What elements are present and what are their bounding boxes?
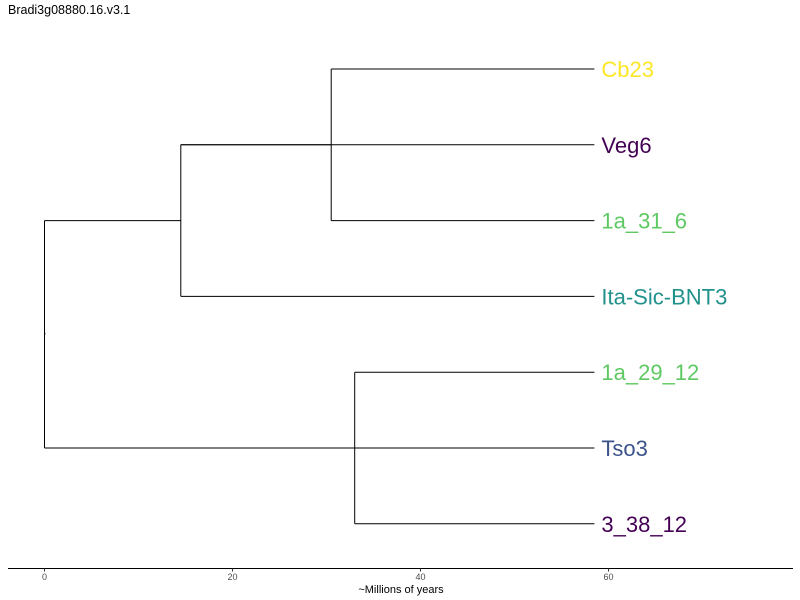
tip-label-1a_31_6: 1a_31_6 [601, 209, 687, 234]
tip-label-Veg6: Veg6 [601, 133, 651, 158]
tip-label-Ita-Sic-BNT3: Ita-Sic-BNT3 [601, 284, 727, 309]
tip-label-Tso3: Tso3 [601, 436, 647, 461]
tip-label-1a_29_12: 1a_29_12 [601, 360, 699, 385]
tree-title: Bradi3g08880.16.v3.1 [8, 3, 131, 17]
tree-branches [44, 68, 595, 525]
axis-tick-label-60: 60 [603, 572, 613, 582]
axis-tick-label-0: 0 [42, 572, 47, 582]
tip-label-3_38_12: 3_38_12 [601, 512, 687, 537]
axis-tick-label-20: 20 [227, 572, 237, 582]
axis-tick-label-40: 40 [415, 572, 425, 582]
axis-ticks: 0 20 40 60 [42, 568, 614, 582]
tip-label-Cb23: Cb23 [601, 57, 654, 82]
tip-labels: Cb23 Veg6 1a_31_6 Ita-Sic-BNT3 1a_29_12 Tso3 3… [601, 57, 727, 537]
axis-title: ~Millions of years [358, 584, 444, 596]
time-axis: 0 20 40 60 ~Millions of years [8, 568, 793, 596]
